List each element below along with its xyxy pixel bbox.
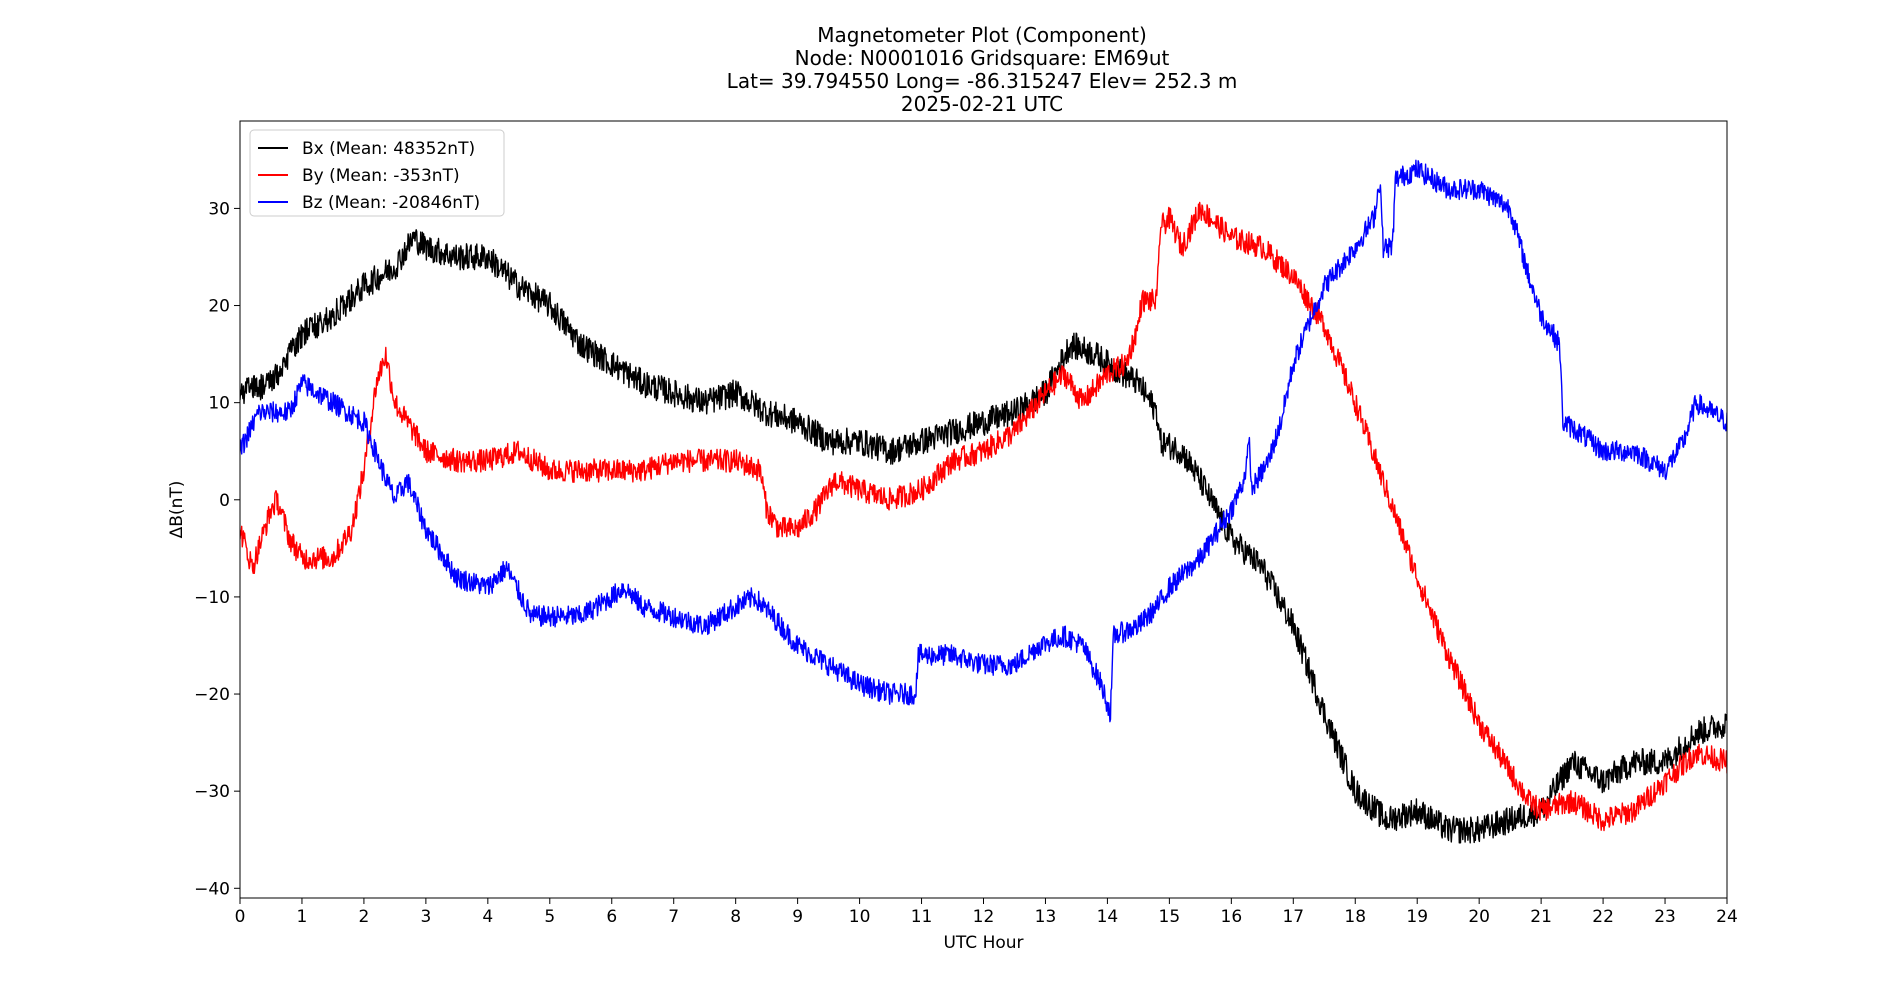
x-tick-label: 14 — [1097, 907, 1119, 927]
x-tick-label: 15 — [1159, 907, 1181, 927]
legend-entry: Bz (Mean: -20846nT) — [302, 193, 480, 213]
x-tick-label: 22 — [1592, 907, 1614, 927]
x-tick-label: 23 — [1654, 907, 1676, 927]
x-tick-label: 21 — [1530, 907, 1552, 927]
series-line-bx — [240, 229, 1727, 844]
x-tick-label: 17 — [1282, 907, 1304, 927]
x-tick-label: 5 — [544, 907, 555, 927]
legend-entry: Bx (Mean: 48352nT) — [302, 139, 475, 159]
x-tick-label: 18 — [1344, 907, 1366, 927]
title-line-3: Lat= 39.794550 Long= -86.315247 Elev= 25… — [727, 69, 1238, 93]
legend: Bx (Mean: 48352nT) By (Mean: -353nT) Bz (M… — [249, 129, 505, 217]
x-tick-label: 10 — [849, 907, 871, 927]
title-line-4: 2025-02-21 UTC — [901, 92, 1063, 116]
y-tick-label: 20 — [208, 297, 230, 317]
legend-entry: By (Mean: -353nT) — [302, 166, 460, 186]
x-tick-label: 6 — [606, 907, 617, 927]
x-tick-label: 16 — [1221, 907, 1243, 927]
legend-box — [249, 129, 505, 217]
x-tick-label: 4 — [482, 907, 493, 927]
x-axis: 0 1 2 3 4 5 6 7 8 9 10 11 12 13 14 15 16 17 18 19 20 21 22 23 24 — [235, 898, 1738, 927]
y-tick-label: −40 — [194, 879, 230, 899]
y-axis: −40 −30 −20 −10 0 10 20 30 — [194, 199, 240, 899]
x-tick-label: 19 — [1406, 907, 1428, 927]
title-line-1: Magnetometer Plot (Component) — [817, 23, 1147, 47]
chart-title: Magnetometer Plot (Component) Node: N000… — [727, 23, 1238, 116]
x-tick-label: 9 — [792, 907, 803, 927]
y-tick-label: 10 — [208, 394, 230, 414]
series-line-bz — [240, 159, 1727, 723]
x-tick-label: 11 — [911, 907, 933, 927]
x-tick-label: 13 — [1035, 907, 1057, 927]
x-tick-label: 3 — [420, 907, 431, 927]
x-tick-label: 24 — [1716, 907, 1738, 927]
series-line-by — [240, 201, 1727, 832]
x-tick-label: 12 — [973, 907, 995, 927]
y-tick-label: −30 — [194, 782, 230, 802]
plot-frame — [239, 120, 1728, 899]
x-tick-label: 7 — [668, 907, 679, 927]
series-group — [240, 159, 1727, 844]
y-tick-label: −20 — [194, 685, 230, 705]
y-tick-label: 30 — [208, 199, 230, 219]
x-tick-label: 1 — [297, 907, 308, 927]
x-tick-label: 2 — [359, 907, 370, 927]
x-tick-label: 8 — [730, 907, 741, 927]
x-tick-label: 20 — [1468, 907, 1490, 927]
y-tick-label: −10 — [194, 588, 230, 608]
y-axis-label: ΔB(nT) — [167, 481, 187, 539]
x-axis-label: UTC Hour — [943, 933, 1023, 953]
y-tick-label: 0 — [219, 491, 230, 511]
x-tick-label: 0 — [235, 907, 246, 927]
title-line-2: Node: N0001016 Gridsquare: EM69ut — [795, 46, 1170, 70]
